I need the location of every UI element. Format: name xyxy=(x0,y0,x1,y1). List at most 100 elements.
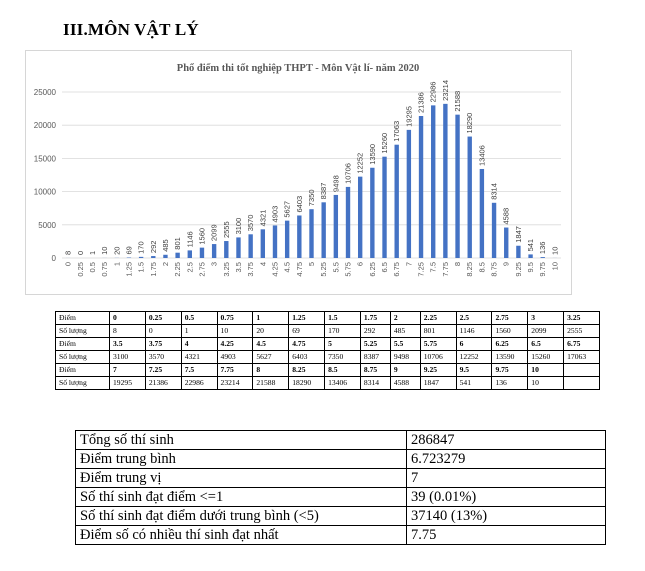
score-cell: 5.75 xyxy=(419,337,457,351)
score-cell: 5.25 xyxy=(359,337,391,351)
y-tick-label: 10000 xyxy=(34,188,57,197)
data-label: 10 xyxy=(550,247,559,255)
bar xyxy=(528,254,533,258)
data-label: 3570 xyxy=(246,215,255,232)
x-tick-label: 1.5 xyxy=(137,262,146,272)
stat-value: 7.75 xyxy=(406,525,606,545)
bar xyxy=(431,105,436,258)
score-cell: 3 xyxy=(527,311,565,325)
stats-row: Số thí sinh đạt điểm <=1 39 (0.01%) xyxy=(75,487,606,507)
count-row: Số lượng 8 0 1 10 20 69 170 292 485 801 1146 1560 209… xyxy=(55,324,600,338)
stat-value: 37140 (13%) xyxy=(406,506,606,526)
bar xyxy=(236,237,241,258)
bar xyxy=(248,234,253,258)
count-cell xyxy=(563,376,600,390)
chart-container: Phổ điểm thi tốt nghiệp THPT - Môn Vật l… xyxy=(25,50,572,295)
y-tick-label: 15000 xyxy=(34,154,57,163)
score-cell: 7.75 xyxy=(216,363,254,377)
x-tick-label: 1.25 xyxy=(124,262,133,277)
x-tick-label: 4 xyxy=(258,262,267,266)
x-tick-label: 7.75 xyxy=(441,262,450,277)
row-label: Số lượng xyxy=(55,324,110,338)
data-label: 9498 xyxy=(331,175,340,192)
count-cell: 21588 xyxy=(252,376,290,390)
bar xyxy=(345,186,351,258)
count-cell: 801 xyxy=(419,324,457,338)
bar xyxy=(224,241,229,258)
x-tick-label: 6 xyxy=(356,262,365,266)
score-cell: 7.5 xyxy=(180,363,218,377)
data-label: 21588 xyxy=(453,91,462,112)
count-row: Số lượng 3100 3570 4321 4903 5627 6403 7350 8387… xyxy=(55,350,600,364)
bar xyxy=(272,225,278,258)
data-label: 17063 xyxy=(392,121,401,142)
x-tick-label: 0.75 xyxy=(100,262,109,277)
data-label: 4903 xyxy=(270,206,279,223)
data-label: 8387 xyxy=(319,183,328,200)
score-cell xyxy=(563,363,600,377)
data-label: 170 xyxy=(137,241,146,254)
count-cell: 3100 xyxy=(109,350,146,364)
stats-row: Số thí sinh đạt điểm dưới trung bình (<5… xyxy=(75,506,606,526)
count-cell: 19295 xyxy=(109,376,146,390)
data-label: 1847 xyxy=(514,226,523,243)
x-tick-label: 9.25 xyxy=(514,262,523,277)
count-cell: 485 xyxy=(389,324,421,338)
x-tick-label: 1 xyxy=(112,262,121,266)
data-label: 292 xyxy=(149,241,158,254)
x-tick-label: 8.75 xyxy=(490,262,499,277)
row-label: Điểm xyxy=(55,363,110,377)
count-cell: 9498 xyxy=(389,350,421,364)
data-label: 5627 xyxy=(283,201,292,218)
count-cell: 17063 xyxy=(563,350,600,364)
score-cell: 2 xyxy=(389,311,421,325)
count-cell: 4903 xyxy=(216,350,254,364)
count-cell: 21386 xyxy=(144,376,182,390)
x-tick-label: 6.25 xyxy=(368,262,377,277)
bar xyxy=(491,202,497,258)
data-label: 8 xyxy=(64,251,73,255)
count-cell: 1560 xyxy=(491,324,529,338)
score-cell: 0.75 xyxy=(216,311,254,325)
x-tick-label: 9 xyxy=(502,262,511,266)
score-cell: 4.75 xyxy=(288,337,326,351)
bar xyxy=(370,167,375,258)
count-cell: 4588 xyxy=(389,376,421,390)
data-label: 10 xyxy=(100,247,109,255)
bar xyxy=(540,257,545,258)
x-tick-label: 7 xyxy=(404,262,413,266)
bar xyxy=(199,247,205,258)
count-cell: 10 xyxy=(527,376,565,390)
bar xyxy=(418,115,424,258)
row-label: Số lượng xyxy=(55,350,110,364)
data-label: 10706 xyxy=(344,163,353,184)
x-tick-label: 3.75 xyxy=(246,262,255,277)
x-tick-label: 9.5 xyxy=(526,262,535,272)
count-cell: 1146 xyxy=(455,324,493,338)
x-tick-label: 4.75 xyxy=(295,262,304,277)
score-cell: 1 xyxy=(252,311,290,325)
x-tick-label: 6.75 xyxy=(392,262,401,277)
count-cell: 0 xyxy=(144,324,182,338)
bar xyxy=(504,227,509,258)
count-cell: 13406 xyxy=(324,376,361,390)
data-label: 13590 xyxy=(368,144,377,165)
score-cell: 3.75 xyxy=(144,337,182,351)
count-cell: 10 xyxy=(216,324,254,338)
count-cell: 23214 xyxy=(216,376,254,390)
score-cell: 6.75 xyxy=(563,337,600,351)
x-tick-label: 2.5 xyxy=(185,262,194,272)
count-cell: 2555 xyxy=(563,324,600,338)
data-label: 541 xyxy=(526,239,535,252)
count-cell: 170 xyxy=(324,324,361,338)
data-label: 20 xyxy=(112,247,121,255)
bar xyxy=(260,229,266,258)
bar xyxy=(321,202,326,258)
x-tick-label: 10 xyxy=(550,262,559,270)
bar xyxy=(516,245,521,258)
count-cell: 13590 xyxy=(491,350,529,364)
x-tick-label: 7.25 xyxy=(417,262,426,277)
score-cell: 10 xyxy=(527,363,565,377)
count-cell: 15260 xyxy=(527,350,565,364)
x-tick-label: 8 xyxy=(453,262,462,266)
